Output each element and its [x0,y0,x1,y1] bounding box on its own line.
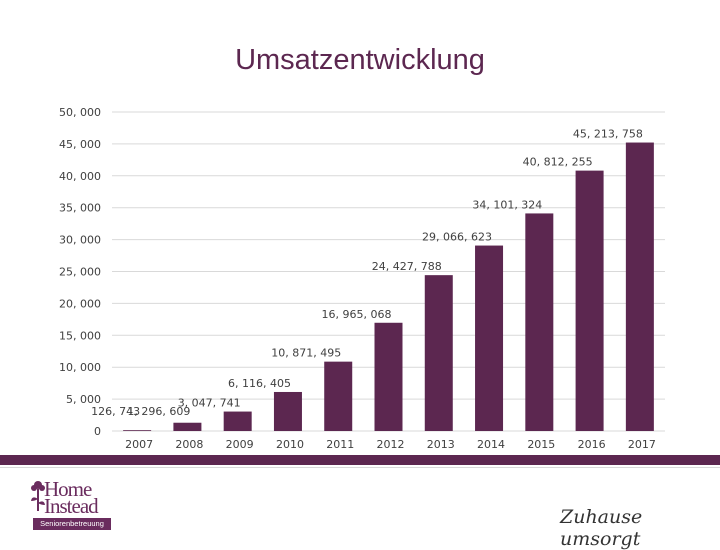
data-label: 6, 116, 405 [228,377,291,390]
bar-2012 [374,322,403,431]
bar-2017 [625,142,654,431]
slogan: Zuhause umsorgt [560,506,643,550]
bar-2010 [273,391,302,431]
bars [123,142,654,432]
footer-band [0,455,720,465]
y-tick-label: 25, 000 [59,266,101,279]
x-tick-label: 2009 [226,438,254,451]
x-tick-label: 2007 [125,438,153,451]
y-tick-label: 20, 000 [59,297,101,310]
x-tick-label: 2015 [527,438,555,451]
bar-chart: 0 5, 000 10, 000 15, 000 20, 000 25, 000 30, 0… [59,106,665,451]
y-tick-label: 10, 000 [59,361,101,374]
chart-title: Umsatzentwicklung [235,44,485,76]
data-label: 34, 101, 324 [472,198,542,211]
y-tick-label: 0 [94,425,101,438]
x-tick-label: 2012 [377,438,405,451]
data-label: 10, 871, 495 [271,347,341,360]
data-label: 24, 427, 788 [372,260,442,273]
bar-2014 [475,245,504,431]
footer-divider [0,467,720,468]
logo-home: Home [44,477,92,501]
x-tick-label: 2017 [628,438,656,451]
data-label: 29, 066, 623 [422,231,492,244]
y-tick-label: 30, 000 [59,234,101,247]
y-tick-label: 35, 000 [59,202,101,215]
bar-2007 [123,430,152,431]
y-axis-tick-labels: 0 5, 000 10, 000 15, 000 20, 000 25, 000 30, 0… [59,106,101,438]
y-tick-label: 45, 000 [59,138,101,151]
bar-2011 [324,361,353,431]
x-tick-label: 2008 [175,438,203,451]
data-label: 16, 965, 068 [322,308,392,321]
x-tick-label: 2014 [477,438,505,451]
y-tick-label: 40, 000 [59,170,101,183]
data-label: 40, 812, 255 [523,156,593,169]
flower-icon [31,481,45,511]
data-label: 126, 743 [91,405,140,418]
x-tick-label: 2013 [427,438,455,451]
home-instead-logo: Home Instead Seniorenbetreuung [30,477,112,531]
bar-2016 [575,170,604,432]
logo-tagline: Seniorenbetreuung [33,518,111,530]
bar-2008 [173,422,202,431]
data-label: 1, 296, 609 [127,405,190,418]
bar-2015 [525,213,554,431]
bar-2009 [223,411,252,431]
logo-instead: Instead [44,494,99,518]
y-tick-label: 15, 000 [59,329,101,342]
x-tick-label: 2010 [276,438,304,451]
y-tick-label: 50, 000 [59,106,101,119]
data-label: 45, 213, 758 [573,128,643,141]
x-tick-label: 2011 [326,438,354,451]
x-axis-tick-labels: 2007 2008 2009 2010 2011 2012 2013 2014 2015 2016… [125,438,656,451]
data-label: 3, 047, 741 [178,397,241,410]
bar-2013 [424,275,453,431]
x-tick-label: 2016 [578,438,606,451]
y-tick-label: 5, 000 [66,393,101,406]
